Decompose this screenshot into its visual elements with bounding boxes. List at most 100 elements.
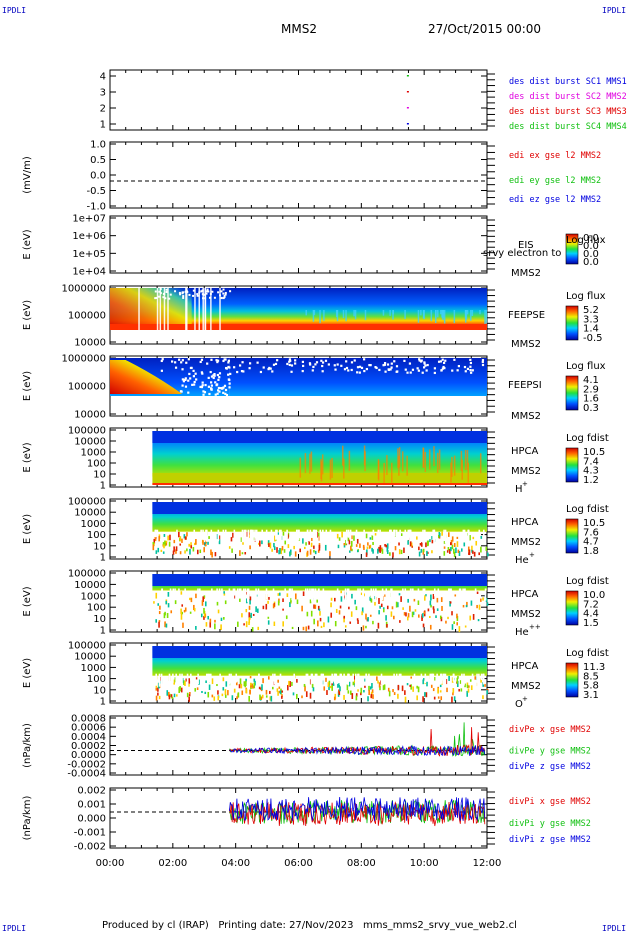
hpca_o-scatter	[377, 680, 379, 684]
feepsi-speckle-mid	[184, 385, 188, 388]
hpca_hepp-scatter	[370, 598, 373, 603]
hpca_he-scatter	[211, 551, 213, 558]
hpca_hepp-edge	[402, 588, 404, 596]
hpca_o-scatter	[288, 680, 290, 686]
hpca_hepp-edge	[412, 588, 414, 596]
hpca_o-scatter	[171, 696, 174, 700]
hpca_o-scatter	[433, 676, 436, 681]
hpca_hepp-edge	[422, 588, 425, 598]
hpca_o-scatter	[466, 690, 469, 697]
burst-mark-2	[406, 91, 409, 93]
hpca_o-edge	[314, 673, 317, 686]
hpca-h-spike	[467, 462, 470, 483]
species-hpca_o: O	[515, 699, 523, 710]
hpca_o-scatter	[460, 688, 463, 692]
feepsi-speckle-mid	[217, 389, 220, 392]
hpca_he-scatter	[431, 550, 433, 554]
hpca_he-scatter	[422, 549, 425, 555]
hpca_he-scatter	[190, 545, 193, 549]
feepsi-speckle-mid	[201, 381, 204, 384]
hpca_o-scatter	[224, 694, 227, 698]
hpca_he-scatter	[381, 549, 384, 554]
feepsi-speckle	[466, 367, 470, 370]
hpca_o-edge	[429, 673, 432, 685]
hpca_he-edge	[200, 529, 202, 543]
hpca_o-scatter	[252, 685, 254, 689]
feepse-spike	[437, 310, 439, 318]
hpca_hepp-scatter	[174, 600, 177, 605]
cbar-title-hpca_h: Log fdist	[566, 433, 609, 444]
hpca_hepp-scatter	[379, 605, 381, 609]
feepse-spike	[470, 310, 472, 321]
hpca_hepp-scatter	[351, 593, 353, 599]
hpca_he-scatter	[279, 548, 281, 554]
feepse-spike	[389, 310, 391, 316]
hpca_hepp-scatter	[349, 621, 352, 624]
hpca_he-scatter	[244, 552, 247, 555]
hpca_o-edge	[333, 673, 336, 683]
hpca_o-edge	[393, 673, 395, 683]
hpca_o-scatter	[437, 688, 439, 694]
hpca_o-scatter	[236, 696, 238, 700]
hpca_o-scatter	[231, 695, 234, 701]
hpca_o-scatter	[409, 684, 411, 687]
hpca-h-spike	[466, 450, 469, 471]
feepse-speckle	[165, 290, 168, 293]
feepse-spike	[335, 310, 338, 318]
hpca_he-scatter	[386, 549, 389, 554]
cbar-tick-eis-3: 0.0	[583, 257, 599, 268]
hpca_hepp-scatter	[239, 598, 241, 602]
feepsi-speckle	[375, 366, 378, 370]
feepsi-speckle	[384, 370, 387, 373]
feepsi-speckle	[464, 370, 467, 373]
hpca_he-scatter	[394, 546, 397, 551]
feepse-spike	[336, 310, 339, 322]
hpca_he-scatter	[163, 544, 165, 549]
hpca_o-scatter	[416, 685, 418, 689]
hpca_hepp-edge	[385, 588, 388, 599]
hpca_he-scatter	[184, 550, 186, 554]
hpca_o-scatter	[424, 692, 426, 697]
hpca_hepp-scatter	[330, 597, 333, 601]
hpca_o-scatter	[327, 682, 330, 687]
ytick-label-hpca_he-4: 10	[93, 541, 106, 552]
hpca_o-scatter	[464, 683, 466, 688]
hpca_he-scatter	[473, 551, 476, 557]
hpca_hepp-edge	[239, 588, 242, 595]
hpca_o-scatter	[237, 692, 240, 698]
hpca_hepp-scatter	[180, 608, 182, 614]
feepsi-speckle	[321, 361, 325, 364]
hpca_o-scatter	[346, 684, 349, 691]
hpca_hepp-scatter	[268, 596, 270, 600]
hpca_hepp-scatter	[369, 596, 372, 601]
hpca_hepp-scatter	[282, 621, 284, 627]
ytick-label-hpca_h-1: 10000	[74, 437, 106, 448]
sat-hpca_o: MMS2	[511, 681, 541, 692]
feepsi-speckle	[227, 361, 230, 364]
hpca_o-scatter	[278, 686, 281, 689]
hpca_he-scatter	[289, 549, 292, 555]
ytick-label-divpi-2: 0.000	[77, 814, 106, 825]
hpca_o-scatter	[353, 675, 356, 680]
hpca_o-scatter	[261, 684, 263, 691]
hpca_he-scatter	[190, 542, 192, 548]
feepse-spike	[354, 310, 357, 320]
hpca_hepp-scatter	[386, 605, 389, 610]
hpca_o-scatter	[277, 690, 279, 696]
feepsi-speckle-mid	[216, 383, 219, 386]
hpca_he-scatter	[472, 550, 474, 554]
feepsi-spectrogram	[229, 358, 487, 396]
feepsi-speckle	[470, 371, 473, 374]
hpca_he-edge	[393, 529, 395, 544]
hpca_he-scatter	[351, 548, 353, 552]
hpca_hepp-scatter	[207, 615, 209, 620]
hpca_hepp-scatter	[445, 620, 447, 624]
hpca_he-scatter	[369, 537, 372, 540]
xtick-label-1: 02:00	[158, 858, 187, 869]
hpca_he-scatter	[152, 544, 155, 551]
hpca_hepp-scatter	[248, 621, 250, 625]
sat-eis: MMS2	[511, 268, 541, 279]
species-hpca_hepp: He	[515, 627, 529, 638]
feepsi-speckle-mid	[219, 387, 223, 390]
hpca_he-scatter	[431, 536, 433, 540]
